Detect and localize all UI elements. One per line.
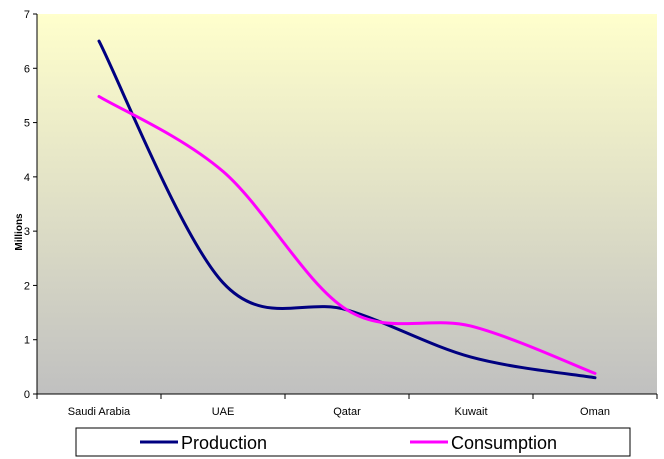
plot-area bbox=[37, 14, 657, 394]
legend-label-production: Production bbox=[181, 433, 267, 453]
series-line-production bbox=[97, 39, 597, 380]
y-tick-label: 7 bbox=[24, 9, 30, 21]
series-layer bbox=[97, 39, 597, 380]
y-axis-title: Millions bbox=[14, 213, 25, 251]
y-tick-label: 3 bbox=[24, 226, 30, 238]
legend: Production Consumption bbox=[75, 427, 631, 457]
x-tick-label: UAE bbox=[212, 406, 235, 418]
x-tick-label: Kuwait bbox=[454, 406, 487, 418]
x-axis-ticks: Saudi Arabia UAE Qatar Kuwait Oman bbox=[36, 394, 658, 418]
x-tick-label: Qatar bbox=[333, 406, 361, 418]
legend-label-consumption: Consumption bbox=[451, 433, 557, 453]
x-tick-label: Saudi Arabia bbox=[68, 406, 131, 418]
y-tick-label: 5 bbox=[24, 118, 30, 130]
y-tick-label: 6 bbox=[24, 63, 30, 75]
y-axis-ticks: 0 1 2 3 4 5 6 7 bbox=[24, 9, 37, 401]
y-tick-label: 2 bbox=[24, 280, 30, 292]
x-tick-label: Oman bbox=[580, 406, 610, 418]
y-tick-label: 0 bbox=[24, 389, 30, 401]
y-tick-label: 4 bbox=[24, 172, 30, 184]
y-tick-label: 1 bbox=[24, 335, 30, 347]
series-line-consumption bbox=[97, 95, 597, 375]
